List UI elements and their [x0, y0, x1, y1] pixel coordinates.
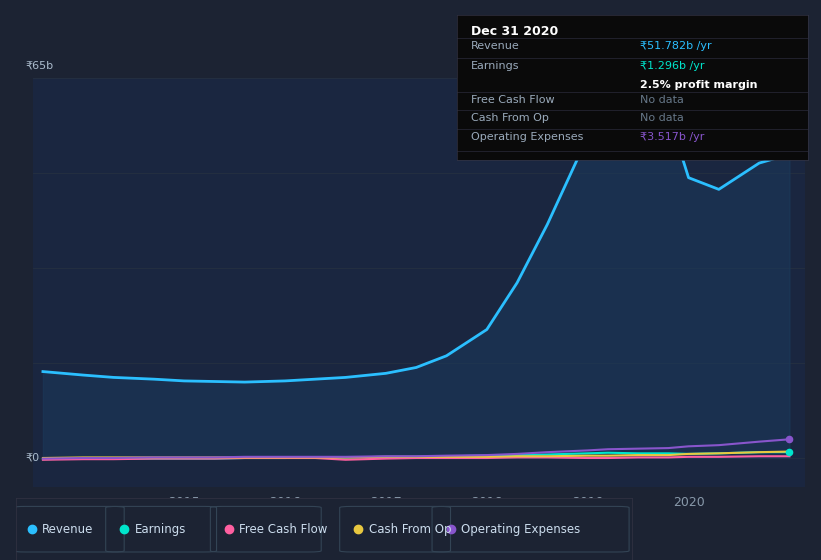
Text: Dec 31 2020: Dec 31 2020: [471, 25, 558, 38]
Text: 2.5% profit margin: 2.5% profit margin: [640, 80, 757, 90]
Text: No data: No data: [640, 95, 683, 105]
Text: Revenue: Revenue: [471, 41, 520, 51]
Text: Revenue: Revenue: [43, 522, 94, 536]
Text: ₹1.296b /yr: ₹1.296b /yr: [640, 62, 704, 71]
Text: Operating Expenses: Operating Expenses: [461, 522, 580, 536]
Text: ₹0: ₹0: [25, 453, 39, 463]
Text: Free Cash Flow: Free Cash Flow: [471, 95, 555, 105]
Point: [783, 447, 796, 456]
Text: ₹51.782b /yr: ₹51.782b /yr: [640, 41, 711, 51]
Text: No data: No data: [640, 113, 683, 123]
Text: Operating Expenses: Operating Expenses: [471, 132, 584, 142]
Point: [783, 150, 796, 159]
Text: Cash From Op: Cash From Op: [471, 113, 549, 123]
Text: ₹65b: ₹65b: [25, 60, 53, 70]
Text: ₹3.517b /yr: ₹3.517b /yr: [640, 132, 704, 142]
Text: Free Cash Flow: Free Cash Flow: [240, 522, 328, 536]
Text: Earnings: Earnings: [471, 62, 520, 71]
Text: Earnings: Earnings: [135, 522, 186, 536]
Text: Cash From Op: Cash From Op: [369, 522, 451, 536]
Point: [783, 435, 796, 444]
